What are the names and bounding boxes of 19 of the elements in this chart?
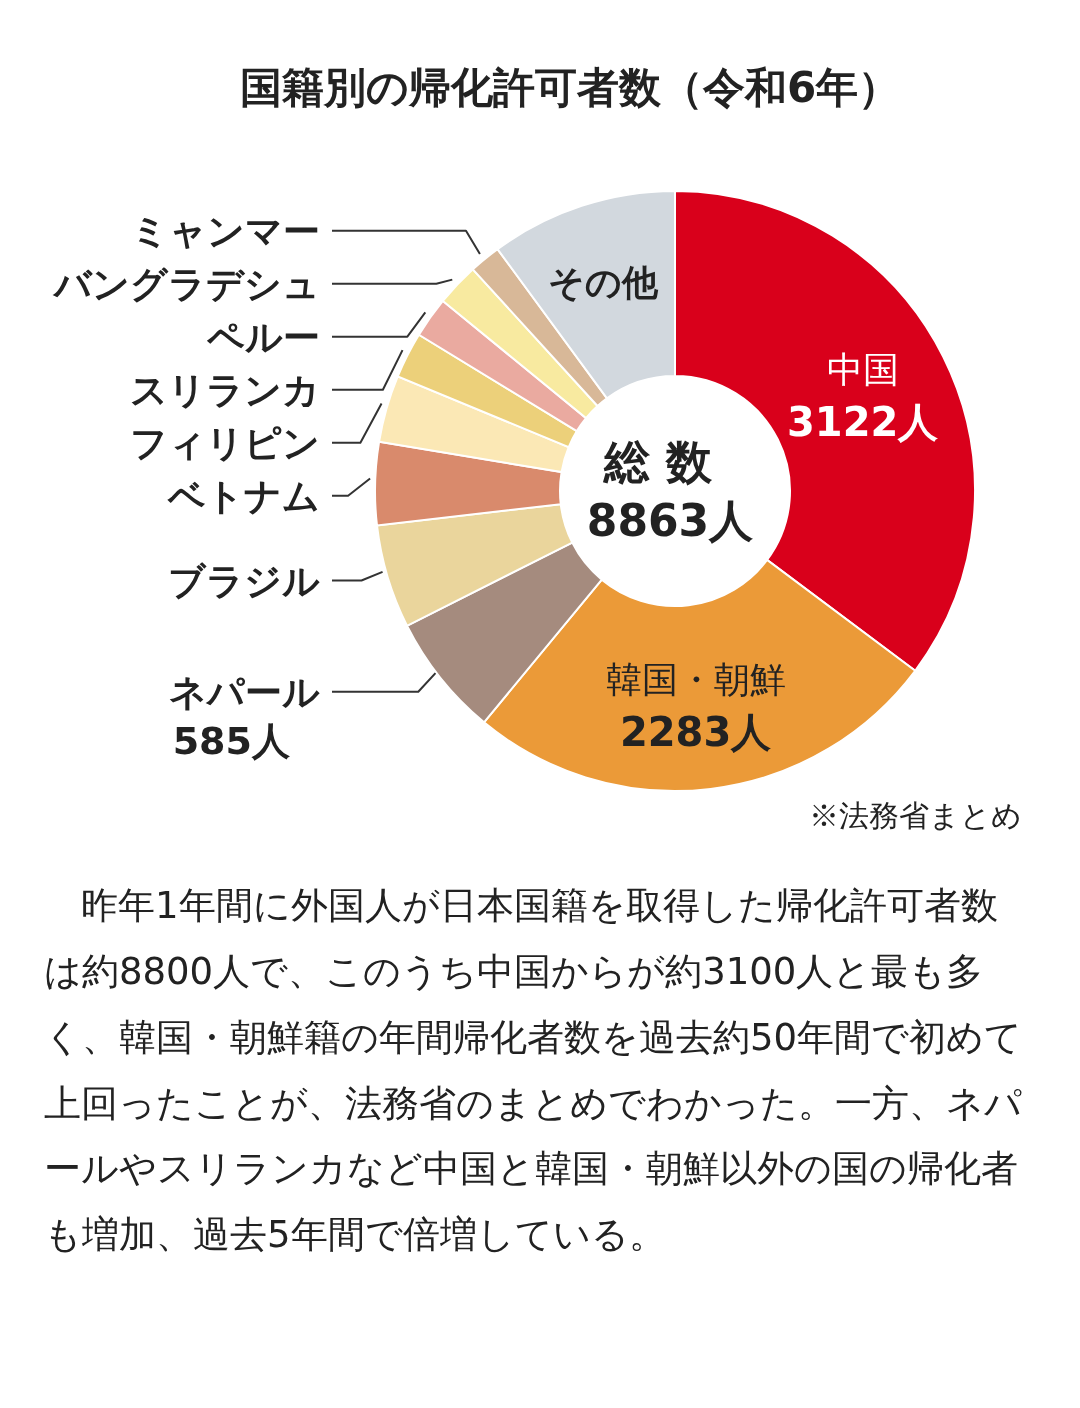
slice-label: ベトナム [167, 474, 320, 518]
data-label: 3122人 [787, 398, 940, 445]
slice-label: その他 [547, 262, 659, 304]
text: 総 数 [601, 435, 714, 489]
slice-label: ペルー [206, 315, 320, 359]
slice-label: ミャンマー [131, 209, 320, 253]
slice-label: フィリピン [130, 421, 320, 465]
text: 8863人 [586, 495, 754, 546]
text: ※法務省まとめ [808, 797, 1023, 835]
chart-title: 国籍別の帰化許可者数（令和6年） [238, 62, 902, 114]
data-label: 2283人 [619, 708, 773, 755]
text: 昨年1年間に外国人が日本国籍を取得した帰化許可者数は約8800人で、このうち中国からが約3100人と最も多く、韓国・朝鮮籍の年間帰化者数を過去約50年間で初めて上回ったことが、法務省のまとめでわかった。一方、ネパールやスリランカなど中国と韓国・朝鮮以外の国の帰化者も増加、過去5年間で倍増している。 [43, 883, 1024, 1259]
slice-label: バングラデシュ [52, 262, 320, 306]
data-label: 585人 [172, 718, 290, 763]
slice-label: スリランカ [130, 368, 320, 412]
slice-label: 中国 [826, 348, 899, 390]
slice-label: ブラジル [168, 559, 320, 603]
slice-label: ネパール [169, 670, 320, 714]
slice-label: 韓国・朝鮮 [605, 658, 786, 700]
